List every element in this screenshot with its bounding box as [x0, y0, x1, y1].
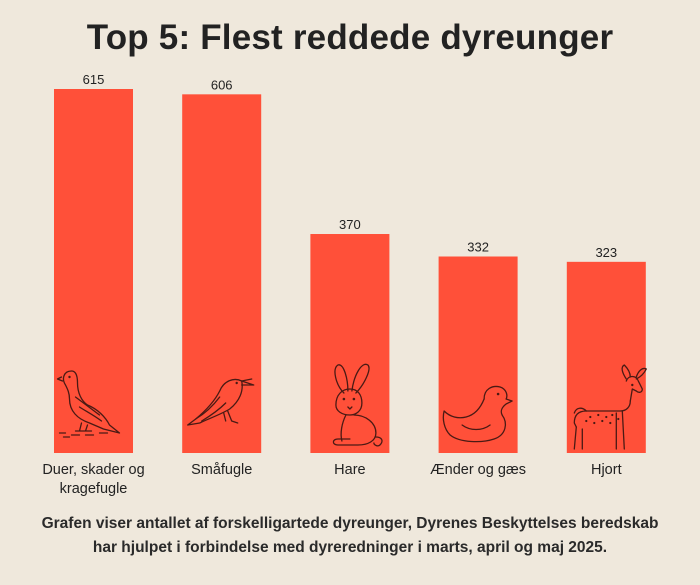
- chart-title: Top 5: Flest reddede dyreunger: [86, 18, 614, 57]
- data-label-2: 606: [211, 77, 233, 92]
- category-label-3: Hare: [334, 462, 365, 478]
- category-label-4: Ænder og gæs: [430, 462, 526, 478]
- bar-chart: 615 Duer, skader og kragefugle 606 Småfugle 3…: [42, 72, 647, 497]
- category-label-1-line-1: Duer, skader og: [42, 462, 144, 478]
- rabbit-icon: [332, 363, 383, 447]
- data-label-1: 615: [83, 72, 105, 87]
- duck-icon: [442, 385, 513, 443]
- bar-2: [182, 94, 262, 453]
- data-label-5: 323: [595, 245, 617, 260]
- songbird-icon: [187, 378, 255, 426]
- category-label-1-line-2: kragefugle: [60, 481, 128, 497]
- pigeon-icon: [56, 370, 121, 438]
- data-label-3: 370: [339, 217, 361, 232]
- bar-3: [310, 234, 390, 453]
- category-label-5: Hjort: [591, 462, 622, 478]
- caption-line-2: har hjulpet i forbindelse med dyrerednin…: [92, 539, 608, 556]
- bar-5: [566, 261, 646, 453]
- bar-1: [54, 89, 133, 453]
- chart-caption: Grafen viser antallet af forskelligarted…: [30, 512, 670, 560]
- category-label-2: Småfugle: [191, 462, 252, 478]
- caption-line-1: Grafen viser antallet af forskelligarted…: [41, 515, 659, 532]
- deer-icon: [573, 364, 647, 450]
- data-label-4: 332: [467, 239, 489, 254]
